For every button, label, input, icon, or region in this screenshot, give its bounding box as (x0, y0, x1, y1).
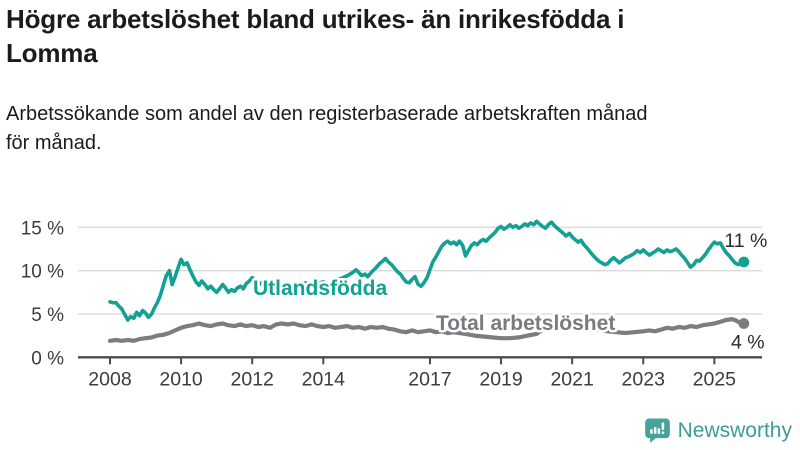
end-dot-total (738, 318, 750, 329)
end-dot-utlandsfodda (738, 256, 750, 268)
newsworthy-icon (644, 418, 670, 443)
series-label-utlandsfodda: Utlandsfödda (253, 277, 387, 300)
title-line-1: Högre arbetslöshet bland utrikes- än inr… (6, 4, 625, 34)
newsworthy-logo: Newsworthy (644, 417, 792, 444)
y-tick-label: 10 % (21, 262, 64, 283)
x-tick-label: 2021 (550, 368, 593, 390)
x-tick-label: 2017 (408, 368, 451, 390)
y-tick-label: 15 % (21, 218, 64, 239)
series-line-utlandsfodda (108, 219, 746, 322)
chart-subtitle: Arbetssökande som andel av den registerb… (6, 100, 794, 158)
x-tick-label: 2025 (693, 368, 737, 390)
subtitle-line-1: Arbetssökande som andel av den registerb… (6, 103, 648, 125)
x-tick-label: 2023 (622, 368, 665, 390)
newsworthy-logo-text: Newsworthy (677, 418, 792, 442)
series-line-total (107, 317, 747, 343)
title-line-2: Lomma (6, 38, 98, 68)
x-tick-label: 2014 (302, 368, 346, 390)
end-value-label-utlandsfodda: 11 % (724, 230, 767, 252)
x-tick-label: 2008 (88, 368, 131, 390)
x-tick-label: 2010 (159, 368, 203, 390)
x-tick-label: 2012 (231, 368, 274, 390)
x-tick-label: 2019 (479, 368, 522, 390)
page-title: Högre arbetslöshet bland utrikes- än inr… (6, 2, 794, 70)
subtitle-line-2: för månad. (6, 132, 102, 154)
end-value-label-total: 4 % (731, 332, 765, 354)
series-label-total: Total arbetslöshet (436, 312, 615, 335)
y-tick-label: 0 % (31, 348, 64, 369)
y-tick-label: 5 % (31, 305, 64, 326)
